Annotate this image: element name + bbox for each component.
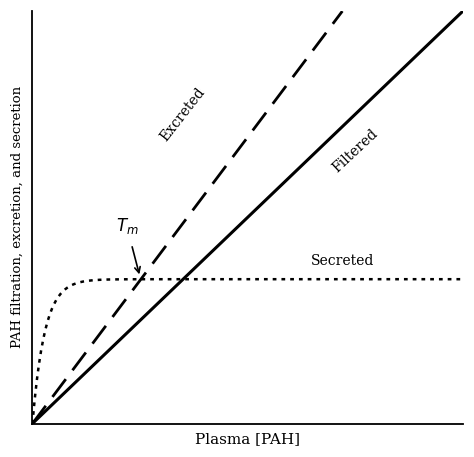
Text: Secreted: Secreted (310, 254, 374, 268)
X-axis label: Plasma [PAH]: Plasma [PAH] (195, 432, 300, 446)
Text: Filtered: Filtered (330, 127, 381, 175)
Y-axis label: PAH filtration, excretion, and secretion: PAH filtration, excretion, and secretion (11, 86, 24, 348)
Text: Excreted: Excreted (158, 85, 208, 143)
Text: $T_m$: $T_m$ (116, 216, 138, 236)
